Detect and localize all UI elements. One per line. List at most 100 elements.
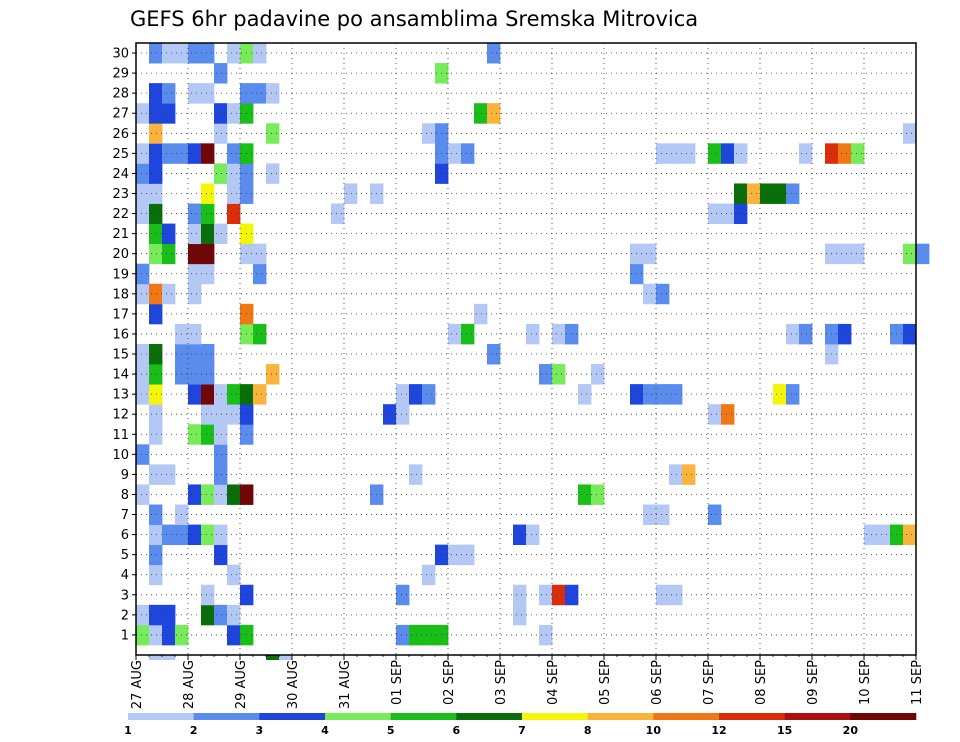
precip-cell: [786, 323, 800, 345]
precip-cell: [721, 404, 735, 425]
precip-cell: [552, 323, 566, 345]
precip-cell: [227, 163, 241, 184]
precip-cell: [136, 384, 150, 405]
y-tick-label: 10: [112, 448, 129, 463]
x-tick-label: 28 AUG: [182, 660, 197, 709]
precip-cell: [578, 484, 592, 505]
y-tick-label: 27: [112, 107, 129, 122]
precip-cell: [214, 484, 228, 505]
colorbar-label: 2: [190, 724, 198, 737]
y-tick-label: 23: [112, 187, 129, 202]
precip-cell: [422, 564, 436, 586]
precip-cell: [214, 223, 228, 245]
precip-cell: [214, 604, 228, 626]
precip-cell: [136, 343, 150, 365]
precip-cell: [162, 83, 176, 104]
precip-cell: [149, 624, 163, 646]
y-tick-label: 7: [121, 508, 129, 523]
precip-cell: [227, 203, 241, 224]
precip-cell: [396, 384, 410, 405]
precip-cell: [214, 404, 228, 425]
colorbar-swatch: [784, 713, 851, 720]
precip-cell: [188, 83, 202, 104]
precip-cell: [136, 283, 150, 305]
precip-cell: [214, 424, 228, 445]
x-tick-label: 09 SEP: [806, 660, 821, 705]
y-tick-label: 16: [112, 327, 129, 342]
precip-cell: [201, 484, 215, 505]
precip-cell: [149, 464, 163, 485]
precip-cell: [214, 123, 228, 144]
precip-cell: [149, 404, 163, 425]
colorbar-swatch: [259, 713, 326, 720]
precip-cell: [201, 243, 215, 265]
precip-cell: [773, 384, 787, 405]
precip-cell: [578, 384, 592, 405]
precip-cell: [136, 444, 150, 465]
precip-cell: [162, 283, 176, 305]
precip-cell: [396, 404, 410, 425]
precip-cell: [149, 524, 163, 546]
precip-cell: [903, 323, 917, 345]
precip-cell: [214, 103, 228, 124]
precip-cell: [149, 203, 163, 224]
precip-cell: [591, 484, 605, 505]
precip-cell: [188, 484, 202, 505]
colorbar-label: 7: [518, 724, 526, 737]
colorbar-label: 15: [777, 724, 792, 737]
x-tick-label: 02 SEP: [442, 660, 457, 705]
precip-cell: [799, 143, 813, 164]
precip-cell: [708, 504, 722, 525]
colorbar-swatch: [325, 713, 391, 720]
precip-cell: [227, 103, 241, 124]
precip-cell: [461, 323, 475, 345]
x-tick-label: 05 SEP: [598, 660, 613, 705]
colorbar-label: 8: [584, 724, 592, 737]
precip-cell: [214, 63, 228, 84]
precip-cell: [448, 323, 462, 345]
precip-cell: [136, 103, 150, 124]
y-tick-label: 6: [121, 528, 129, 543]
precip-cell: [656, 584, 670, 606]
precip-cell: [838, 143, 852, 164]
precip-cell: [201, 203, 215, 224]
precip-cell: [253, 263, 267, 285]
colorbar-swatch: [193, 713, 260, 720]
precip-cell: [422, 123, 436, 144]
y-tick-label: 14: [112, 368, 129, 383]
precip-cell: [682, 464, 696, 485]
precip-cell: [201, 524, 215, 546]
precip-cell: [708, 404, 722, 425]
precip-cell: [201, 424, 215, 445]
precip-cell: [474, 303, 488, 325]
precip-cell: [201, 223, 215, 245]
precip-cell: [201, 263, 215, 285]
precip-cell: [253, 83, 267, 104]
precip-cell: [552, 364, 566, 385]
precip-cell: [214, 163, 228, 184]
y-tick-label: 4: [121, 568, 129, 583]
precip-cell: [162, 464, 176, 485]
precip-cell: [422, 624, 436, 646]
precip-cell: [162, 524, 176, 546]
y-tick-label: 18: [112, 287, 129, 302]
y-tick-label: 21: [112, 227, 129, 242]
colorbar-swatch: [587, 713, 654, 720]
y-tick-label: 28: [112, 87, 129, 102]
x-tick-label: 03 SEP: [494, 660, 509, 705]
precip-cell: [253, 323, 267, 345]
precip-cell: [903, 123, 917, 144]
precip-cell: [162, 223, 176, 245]
precip-cell: [487, 103, 501, 124]
precip-cell: [149, 544, 163, 566]
precip-cell: [188, 424, 202, 445]
x-tick-label: 01 SEP: [390, 660, 405, 705]
colorbar-label: 5: [387, 724, 395, 737]
precip-cell: [162, 43, 176, 64]
precip-cell: [201, 83, 215, 104]
precip-cell: [851, 243, 865, 265]
precip-cell: [682, 143, 696, 164]
precip-cell: [188, 364, 202, 385]
x-tick-label: 29 AUG: [234, 660, 249, 709]
precip-cell: [266, 123, 280, 144]
